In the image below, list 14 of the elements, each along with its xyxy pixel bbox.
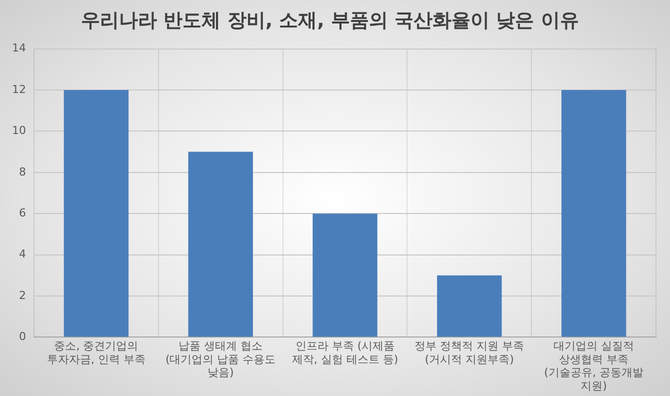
- y-tick-label: 14: [12, 42, 26, 55]
- x-tick-label: 중소, 중견기업의 투자자금, 인력 부족: [46, 340, 146, 366]
- y-tick-label: 0: [18, 330, 26, 344]
- y-tick-label: 4: [18, 248, 26, 261]
- y-tick-label: 10: [12, 124, 26, 138]
- y-tick-label: 8: [18, 165, 26, 178]
- x-tick-label: 인프라 부족 (시제품 제작, 실험 테스트 등): [292, 340, 398, 366]
- chart-title: 우리나라 반도체 장비, 소재, 부품의 국산화율이 낮은 이유: [81, 9, 579, 32]
- y-tick-label: 2: [18, 288, 26, 302]
- y-tick-label: 12: [12, 82, 26, 96]
- y-tick-label: 6: [18, 206, 26, 220]
- x-tick-label: 납품 생태계 협소 (대기업의 납품 수용도 낮음): [165, 340, 276, 380]
- x-tick-label: 정부 정책적 지원 부족 (거시적 지원부족): [414, 340, 524, 366]
- x-tick-label: 대기업의 실질적 상생협력 부족 (기술공유, 공동개발 지원): [544, 340, 644, 392]
